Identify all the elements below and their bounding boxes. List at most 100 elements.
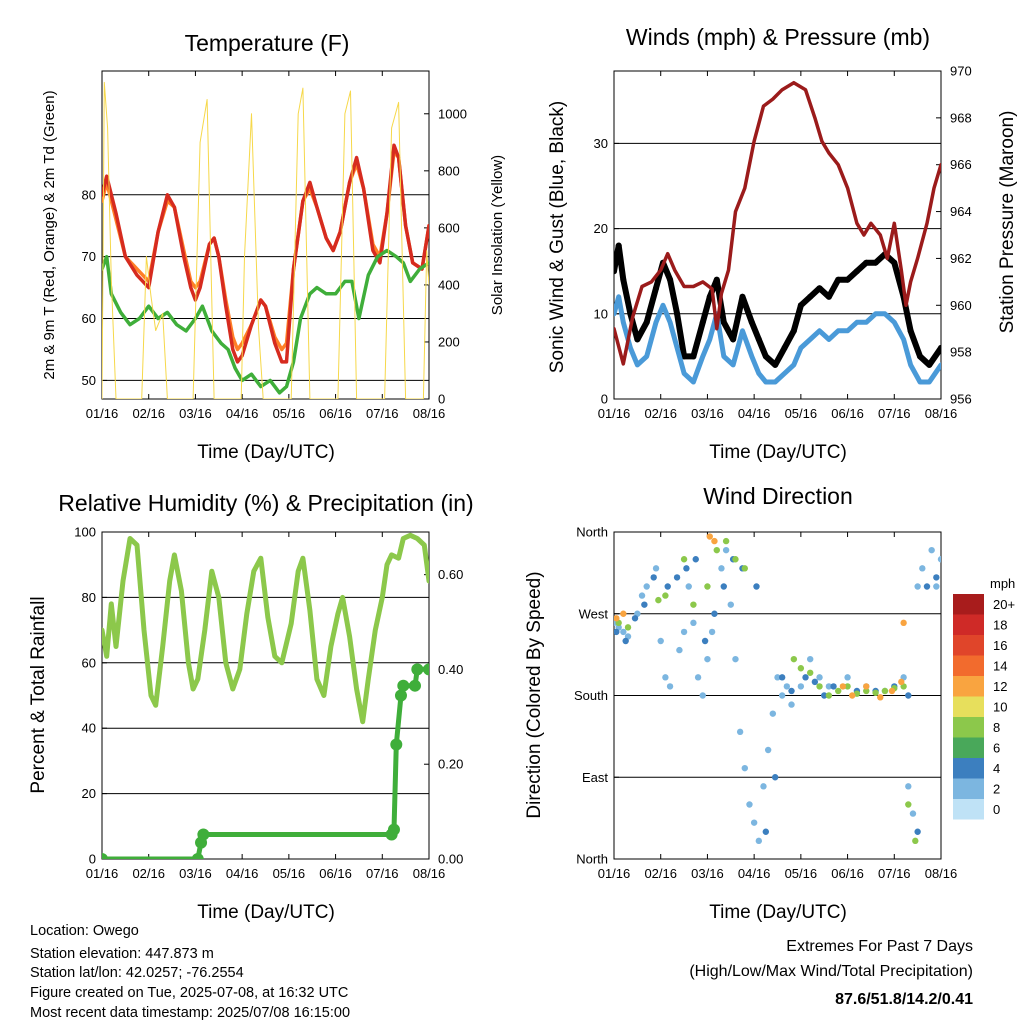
- winds-ylabel-right: Station Pressure (Maroon): [997, 111, 1018, 334]
- wind-direction-point: [631, 615, 639, 622]
- speed-legend-label: 6: [993, 741, 1000, 756]
- speed-legend-label: 16: [993, 638, 1007, 653]
- winds-gust-point: [916, 353, 923, 360]
- wind-direction-xtick-label: 01/16: [598, 866, 631, 881]
- wind-direction-point: [802, 674, 809, 681]
- wind-direction-point: [620, 610, 627, 617]
- wind-direction-point: [830, 683, 837, 690]
- humidity-series-group: [102, 532, 429, 859]
- humidity-precip-point: [387, 823, 400, 836]
- winds-gust-point: [835, 276, 842, 283]
- humidity-xtick-label: 07/16: [366, 866, 399, 881]
- wind-direction-point: [825, 692, 833, 699]
- wind-direction-point: [835, 687, 842, 695]
- humidity-precip-point: [423, 663, 429, 676]
- temperature-ytick-right-label: 200: [438, 334, 460, 349]
- winds-xtick-label: 07/16: [878, 406, 911, 421]
- winds-gust-point: [772, 361, 779, 368]
- wind-direction-point: [683, 565, 690, 572]
- wind-direction-point: [680, 628, 688, 636]
- wind-direction-ytick-label: North: [576, 852, 608, 867]
- temperature-xlabel: Time (Day/UTC): [197, 442, 335, 463]
- wind-direction-point: [905, 801, 912, 808]
- winds-xtick-label: 04/16: [738, 406, 771, 421]
- wind-direction-point: [778, 674, 786, 681]
- humidity-xtick-label: 01/16: [86, 866, 119, 881]
- winds-ytick-right-label: 958: [950, 345, 972, 360]
- wind-direction-point: [900, 619, 907, 627]
- winds-gust-point: [713, 276, 720, 283]
- wind-direction-point: [711, 610, 718, 617]
- extremes-block: Extremes For Past 7 Days (High/Low/Max W…: [689, 938, 973, 1008]
- wind-direction-point: [652, 565, 660, 572]
- winds-gust-point: [615, 242, 622, 249]
- speed-legend-label: 2: [993, 782, 1000, 797]
- winds-gust-point: [667, 276, 674, 283]
- temperature-xtick-label: 04/16: [226, 406, 259, 421]
- speed-legend-swatch: [953, 655, 984, 676]
- wind-direction-point: [713, 546, 720, 554]
- wind-direction-xtick-label: 07/16: [878, 866, 911, 881]
- humidity-xtick-label: 04/16: [226, 866, 259, 881]
- wind-direction-point: [711, 537, 718, 545]
- temperature-panel: Temperature (F) Time (Day/UTC) 2m & 9m T…: [41, 30, 506, 463]
- winds-gust-point: [807, 293, 814, 300]
- winds-ytick-label: 20: [594, 221, 608, 236]
- winds-gust-point: [681, 353, 688, 360]
- wind-direction-point: [933, 583, 940, 590]
- speed-legend-title: mph: [990, 576, 1015, 591]
- wind-direction-point: [914, 583, 921, 590]
- winds-ytick-label: 0: [601, 392, 608, 407]
- wind-direction-series-group: [614, 533, 941, 845]
- winds-gust-point: [825, 293, 832, 300]
- speed-legend-swatch: [953, 594, 984, 615]
- wind-direction-point: [821, 692, 828, 699]
- wind-direction-point: [839, 683, 847, 690]
- wind-direction-point: [753, 583, 760, 590]
- wind-direction-point: [643, 583, 650, 590]
- station-info: Location: Owego Station elevation: 447.8…: [30, 923, 350, 1021]
- winds-gust-point: [762, 353, 769, 360]
- winds-xtick-label: 02/16: [644, 406, 677, 421]
- wind-direction-point: [807, 669, 814, 676]
- humidity-xtick-label: 03/16: [179, 866, 212, 881]
- winds-ytick-right-label: 968: [950, 110, 972, 125]
- winds-series-line: [614, 242, 941, 368]
- temperature-xtick-label: 08/16: [413, 406, 446, 421]
- wind-direction-point: [746, 801, 753, 808]
- humidity-ytick-label: 0: [89, 852, 96, 867]
- speed-legend-swatch: [953, 717, 984, 738]
- wind-direction-point: [736, 728, 744, 736]
- winds-ytick-right-label: 962: [950, 251, 972, 266]
- temperature-ylabel: 2m & 9m T (Red, Orange) & 2m Td (Green): [41, 90, 58, 379]
- created-text: Figure created on Tue, 2025-07-08, at 16…: [30, 985, 348, 1001]
- wind-direction-point: [727, 601, 734, 608]
- wind-direction-point: [704, 655, 711, 663]
- wind-direction-point: [720, 583, 727, 590]
- speed-legend-label: 0: [993, 802, 1000, 817]
- humidity-ytick-right-label: 0.00: [438, 852, 463, 867]
- winds-ytick-right-label: 960: [950, 298, 972, 313]
- wind-direction-xtick-label: 04/16: [738, 866, 771, 881]
- wind-direction-point: [614, 628, 620, 636]
- wind-direction-point: [863, 683, 870, 690]
- humidity-xtick-label: 06/16: [319, 866, 352, 881]
- humidity-xlabel: Time (Day/UTC): [197, 902, 335, 923]
- speed-legend-swatch: [953, 778, 984, 799]
- extremes-title: Extremes For Past 7 Days: [786, 938, 973, 955]
- winds-gust-point: [907, 327, 914, 334]
- latlon-text: Station lat/lon: 42.0257; -76.2554: [30, 965, 244, 981]
- temperature-ytick-right-label: 800: [438, 163, 460, 178]
- wind-direction-point: [685, 583, 692, 590]
- wind-direction-point: [928, 546, 935, 554]
- winds-gust-point: [674, 310, 681, 317]
- wind-direction-point: [872, 689, 879, 696]
- speed-legend-label: 4: [993, 761, 1000, 776]
- humidity-precip-point: [191, 853, 204, 859]
- wind-direction-point: [750, 819, 758, 826]
- winds-gust-point: [844, 276, 851, 283]
- humidity-xtick-label: 08/16: [413, 866, 446, 881]
- winds-gust-point: [690, 353, 697, 360]
- wind-direction-point: [741, 565, 748, 572]
